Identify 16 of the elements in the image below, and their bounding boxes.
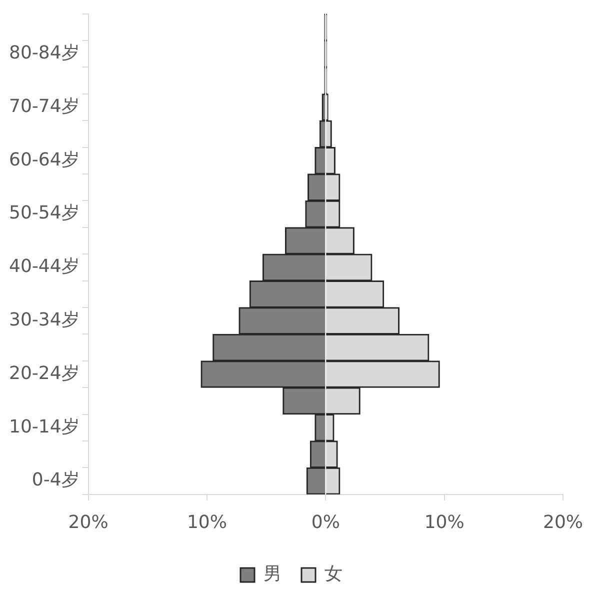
y-tick-label: 30-34岁 <box>8 310 80 331</box>
y-tick-label: 70-74岁 <box>8 96 80 117</box>
y-tick-label: 80-84岁 <box>8 42 80 64</box>
x-tick-label: 20% <box>68 512 108 533</box>
y-tick-label: 0-4岁 <box>32 470 80 491</box>
x-tick-label: 10% <box>424 512 464 533</box>
y-tick-label: 10-14岁 <box>8 416 80 438</box>
y-tick-label: 50-54岁 <box>8 202 80 224</box>
x-tick-label: 10% <box>186 512 227 533</box>
x-tick-label: 0% <box>311 512 340 533</box>
y-tick-label: 20-24岁 <box>8 362 80 384</box>
legend-label: 女 <box>324 564 342 585</box>
y-tick-label: 60-64岁 <box>8 149 80 170</box>
legend-label: 男 <box>264 564 282 585</box>
y-tick-label: 40-44岁 <box>8 256 80 278</box>
x-tick-label: 20% <box>542 512 584 533</box>
